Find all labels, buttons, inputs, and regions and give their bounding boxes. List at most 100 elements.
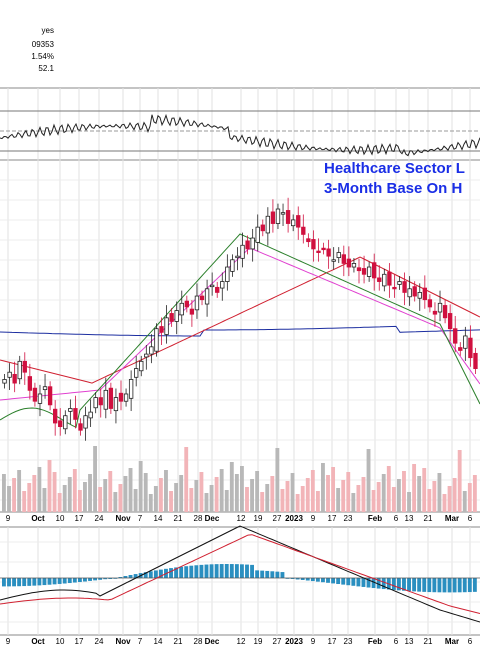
volume-bar: [331, 467, 336, 512]
candle-body: [230, 259, 235, 272]
macd-histogram-bar: [209, 564, 214, 578]
x-tick-label: 13: [404, 514, 414, 523]
volume-bar: [153, 486, 158, 512]
candle-body: [316, 250, 321, 253]
x-tick-label: 9: [310, 514, 316, 523]
macd-histogram-bar: [472, 578, 477, 592]
x-tick-label: 12: [236, 637, 246, 646]
volume-bar: [194, 480, 199, 512]
volume-bar: [204, 493, 209, 512]
volume-bar: [143, 473, 148, 512]
candle-body: [164, 317, 169, 335]
candle-body: [341, 254, 346, 264]
candle-body: [245, 240, 250, 250]
macd-histogram-bar: [199, 564, 204, 578]
candle-body: [290, 219, 296, 227]
x-tick-label: Dec: [204, 514, 220, 523]
volume-bar: [229, 462, 234, 512]
macd-histogram-bar: [17, 578, 22, 587]
volume-bar: [224, 490, 229, 512]
volume-bar: [295, 494, 300, 512]
macd-histogram-bar: [250, 564, 254, 578]
macd-histogram-bar: [270, 571, 275, 578]
macd-histogram-bar: [381, 578, 386, 590]
x-tick-label: 27: [272, 514, 282, 523]
volume-bar: [148, 494, 153, 512]
macd-histogram-bar: [189, 565, 194, 578]
candle-body: [199, 295, 205, 301]
macd-histogram-bar: [290, 578, 295, 579]
volume-bar: [37, 467, 42, 512]
candle-body: [103, 389, 108, 410]
candle-body: [134, 368, 139, 378]
macd-histogram-bar: [402, 578, 406, 591]
x-tick-label: 9: [310, 637, 316, 646]
candle-body: [139, 360, 144, 372]
candle-body: [144, 353, 149, 358]
macd-histogram-bar: [219, 564, 224, 578]
macd-histogram-bar: [83, 578, 87, 582]
volume-bar: [265, 484, 270, 512]
volume-bar: [407, 492, 411, 512]
candle-body: [83, 415, 88, 429]
volume-bar: [402, 471, 406, 512]
macd-histogram-bar: [133, 574, 138, 578]
volume-bar: [77, 490, 82, 512]
volume-bar: [123, 476, 128, 512]
macd-histogram-bar: [229, 564, 234, 578]
candle-body: [336, 252, 341, 259]
annotation-line-2: 3-Month Base On H: [324, 180, 463, 197]
macd-histogram-bar: [184, 566, 189, 578]
volume-bar: [472, 475, 477, 512]
volume-bar: [169, 491, 173, 512]
candle-body: [52, 408, 58, 424]
x-tick-label: 21: [423, 514, 433, 523]
candle-body: [184, 300, 190, 308]
macd-histogram-bar: [376, 578, 381, 589]
candle-body: [473, 352, 478, 369]
macd-histogram-bar: [224, 564, 229, 578]
x-tick-label: 9: [5, 637, 11, 646]
macd-histogram-bar: [321, 578, 325, 583]
volume-bar: [7, 486, 11, 512]
macd-histogram-bar: [371, 578, 376, 589]
x-tick-label: 2023: [285, 514, 303, 523]
macd-histogram-bar: [407, 578, 411, 592]
macd-histogram-bar: [391, 578, 396, 590]
candle-body: [356, 267, 362, 272]
candle-body: [42, 386, 48, 391]
header-line-3: 1.54%: [31, 52, 54, 61]
candle-body: [275, 208, 281, 224]
volume-bar: [133, 489, 138, 512]
volume-bar: [83, 482, 87, 512]
macd-histogram-bar: [118, 577, 123, 578]
macd-histogram-bar: [255, 570, 260, 578]
macd-histogram-bar: [123, 576, 128, 578]
volume-bar: [351, 493, 356, 512]
candle-body: [235, 255, 240, 259]
candle-body: [37, 393, 43, 404]
volume-bar: [391, 487, 396, 512]
macd-histogram-bar: [7, 578, 11, 587]
candle-body: [169, 313, 174, 322]
volume-bar: [219, 469, 224, 512]
volume-bar: [315, 491, 320, 512]
candle-body: [174, 310, 179, 322]
macd-histogram-bar: [98, 578, 103, 580]
candle-body: [280, 212, 286, 215]
volume-bar: [412, 464, 417, 512]
macd-histogram-bar: [12, 578, 16, 587]
volume-bar: [452, 478, 457, 512]
macd-histogram-bar: [331, 578, 336, 584]
x-tick-label: 21: [173, 637, 183, 646]
macd-histogram-bar: [280, 572, 285, 578]
macd-histogram-bar: [447, 578, 452, 593]
macd-histogram-bar: [457, 578, 462, 593]
volume-bar: [381, 474, 386, 512]
macd-histogram-bar: [442, 578, 447, 593]
candle-body: [372, 262, 377, 279]
volume-bar: [437, 473, 442, 512]
candle-body: [220, 281, 225, 289]
candle-body: [397, 281, 402, 285]
macd-histogram-bar: [67, 578, 72, 584]
